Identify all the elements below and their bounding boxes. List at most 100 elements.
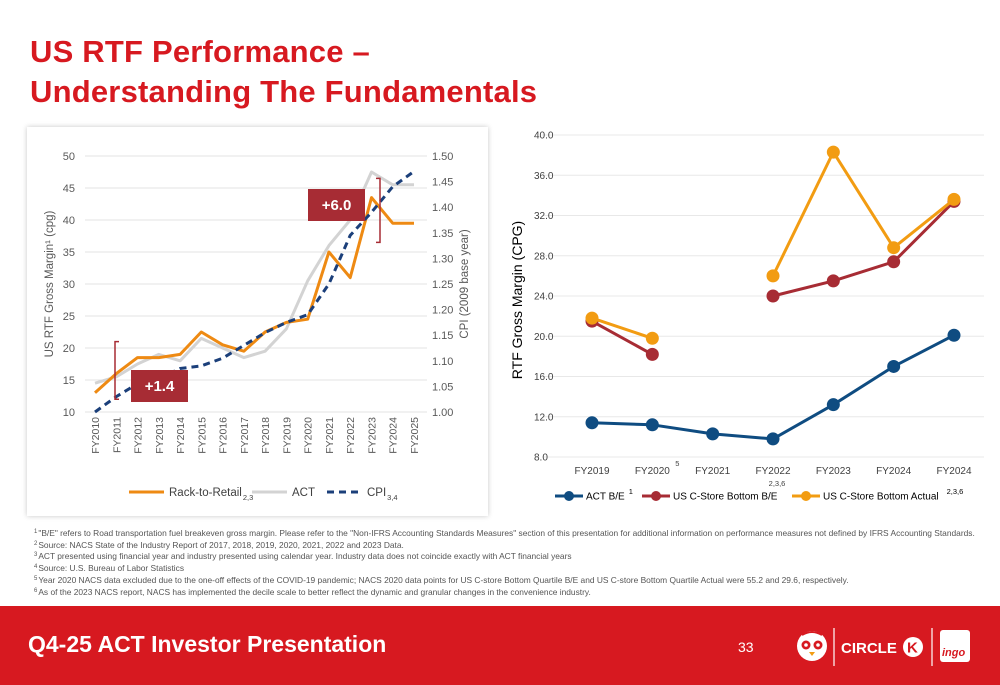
legend-label: ACT xyxy=(292,487,315,499)
legend-label: ACT B/E xyxy=(586,492,625,503)
y-axis-tick-label: 8.0 xyxy=(534,453,548,464)
legend-marker xyxy=(564,491,574,501)
annotation-label: +1.4 xyxy=(145,378,175,395)
data-point-us-c-store-bottom-actual xyxy=(585,311,599,325)
x-axis-footnote-ref: 5 xyxy=(675,459,679,468)
annotation-label: +6.0 xyxy=(322,197,352,214)
footnote-number: 6 xyxy=(34,587,38,594)
data-point-us-c-store-bottom-b-e xyxy=(645,347,659,361)
x-axis-tick-label: FY2021 xyxy=(324,417,336,454)
data-point-act-b-e xyxy=(585,416,599,430)
x-axis-tick-label: FY2015 xyxy=(196,417,208,454)
y-axis-tick-label: 12.0 xyxy=(534,412,554,423)
x-axis-tick-label: FY2022 xyxy=(345,417,357,454)
footnotes: 1"B/E" refers to Road transportation fue… xyxy=(34,528,984,598)
annotation-bracket xyxy=(376,177,381,244)
rtf-margin-vs-cpi-chart: 50 45 40 35 30 25 20 15 10 1.50 1.45 1.40 1.35 1.30 1.… xyxy=(44,151,471,502)
footnote-number: 2 xyxy=(34,540,38,547)
right-axis-tick-label: 1.20 xyxy=(432,305,453,317)
right-chart-panel: 40.0 36.0 32.0 28.0 24.0 20.0 16.0 12.0 8.0 FY201… xyxy=(497,122,984,516)
series-line-us-c-store-bottom-b-e xyxy=(772,200,956,298)
footnote-text: Source: U.S. Bureau of Labor Statistics xyxy=(38,563,185,574)
page-title-line1: US RTF Performance – xyxy=(30,34,370,69)
x-axis-tick-label: FY2023 xyxy=(816,466,851,477)
x-axis-tick-label: FY2022 xyxy=(755,466,790,477)
x-axis-tick-label: FY2020 xyxy=(635,466,670,477)
y-axis-tick-label: 28.0 xyxy=(534,251,554,262)
right-axis-title: CPI (2009 base year) xyxy=(459,229,471,338)
ingo-logo: ingo xyxy=(940,630,970,662)
left-axis-tick-label: 40 xyxy=(63,215,75,227)
right-axis-tick-label: 1.05 xyxy=(432,381,453,393)
page-number: 33 xyxy=(738,639,754,655)
series-line-us-c-store-bottom-actual xyxy=(591,316,653,340)
data-point-act-b-e xyxy=(706,427,720,441)
footer-title: Q4-25 ACT Investor Presentation xyxy=(28,631,387,657)
x-axis-tick-label: FY2014 xyxy=(175,417,187,454)
footnote-text: Source: NACS State of the Industry Repor… xyxy=(38,539,404,550)
series-line-us-c-store-bottom-b-e xyxy=(591,319,654,356)
footnote: 3ACT presented using financial year and … xyxy=(34,551,984,563)
right-axis-tick-label: 1.30 xyxy=(432,253,453,265)
x-axis-tick-label: FY2017 xyxy=(239,417,251,454)
legend-label: US C-Store Bottom B/E xyxy=(673,492,778,503)
x-axis-tick-label: FY2010 xyxy=(90,417,102,454)
left-axis-tick-label: 50 xyxy=(63,151,75,163)
x-axis-tick-label: FY2023 xyxy=(366,417,378,454)
series-line-us-c-store-bottom-actual xyxy=(771,150,955,277)
annotation-box xyxy=(131,370,188,402)
left-axis-tick-label: 15 xyxy=(63,375,75,387)
right-axis-tick-label: 1.45 xyxy=(432,177,453,189)
circle-k-logo: CIRCLE K xyxy=(841,637,923,657)
circle-k-word: CIRCLE xyxy=(841,640,897,657)
data-point-us-c-store-bottom-actual xyxy=(887,241,901,255)
footnote-number: 1 xyxy=(34,529,38,535)
left-chart-panel: 50 45 40 35 30 25 20 15 10 1.50 1.45 1.40 1.35 1.30 1.… xyxy=(27,127,488,516)
data-point-act-b-e xyxy=(645,418,659,432)
data-point-us-c-store-bottom-b-e xyxy=(887,255,901,269)
footer-bar: Q4-25 ACT Investor Presentation 33 CIRCL… xyxy=(0,606,1000,685)
left-axis-tick-label: 25 xyxy=(63,311,75,323)
x-axis-tick-label: FY2024 xyxy=(876,466,911,477)
data-point-act-b-e xyxy=(826,398,840,412)
x-axis-tick-label: FY2016 xyxy=(218,417,230,454)
data-point-us-c-store-bottom-b-e xyxy=(826,274,840,288)
y-axis-tick-label: 16.0 xyxy=(534,372,554,383)
x-axis-tick-label: FY2024 xyxy=(936,466,971,477)
left-axis-tick-label: 35 xyxy=(63,247,75,259)
legend-marker xyxy=(651,491,661,501)
x-axis-tick-label: FY2024 xyxy=(388,417,400,454)
data-point-act-b-e xyxy=(887,359,901,373)
data-point-us-c-store-bottom-actual xyxy=(766,269,780,283)
x-axis-tick-label: FY2013 xyxy=(154,417,166,454)
page-title: US RTF Performance – Understanding The F… xyxy=(30,32,537,112)
data-point-act-b-e xyxy=(766,432,780,446)
y-axis-tick-label: 36.0 xyxy=(534,171,554,182)
right-axis-tick-label: 1.40 xyxy=(432,202,453,214)
page-title-line2: Understanding The Fundamentals xyxy=(30,74,538,109)
right-axis-tick-label: 1.15 xyxy=(432,330,453,342)
legend-label: US C-Store Bottom Actual xyxy=(823,492,939,503)
x-axis-tick-label: FY2019 xyxy=(281,417,293,454)
x-axis-footnote-ref: 2,3,6 xyxy=(769,479,786,488)
data-point-act-b-e xyxy=(947,328,961,342)
legend-footnote-ref: 3,4 xyxy=(387,493,397,502)
footnote: 6As of the 2023 NACS report, NACS has im… xyxy=(34,587,984,599)
left-axis-tick-label: 20 xyxy=(63,343,75,355)
legend-footnote-ref: 2,3 xyxy=(243,493,253,502)
left-axis-title: US RTF Gross Margin¹ (cpg) xyxy=(44,210,56,357)
x-axis-tick-label: FY2020 xyxy=(303,417,315,454)
right-axis-tick-label: 1.35 xyxy=(432,228,453,240)
data-point-us-c-store-bottom-b-e xyxy=(766,289,780,303)
y-axis-tick-label: 20.0 xyxy=(534,332,554,343)
legend-footnote-ref: 1 xyxy=(629,487,633,496)
x-axis-tick-label: FY2025 xyxy=(409,417,421,454)
legend-footnote-ref: 2,3,6 xyxy=(947,487,964,496)
legend-label: CPI xyxy=(367,487,386,499)
series-line-rack-to-retail xyxy=(93,196,414,394)
footnote-number: 3 xyxy=(34,552,38,559)
x-axis-tick-label: FY2011 xyxy=(111,417,123,453)
right-axis-tick-label: 1.10 xyxy=(432,356,453,368)
footnote-text: ACT presented using financial year and i… xyxy=(38,551,572,562)
x-axis-tick-label: FY2012 xyxy=(133,417,145,454)
